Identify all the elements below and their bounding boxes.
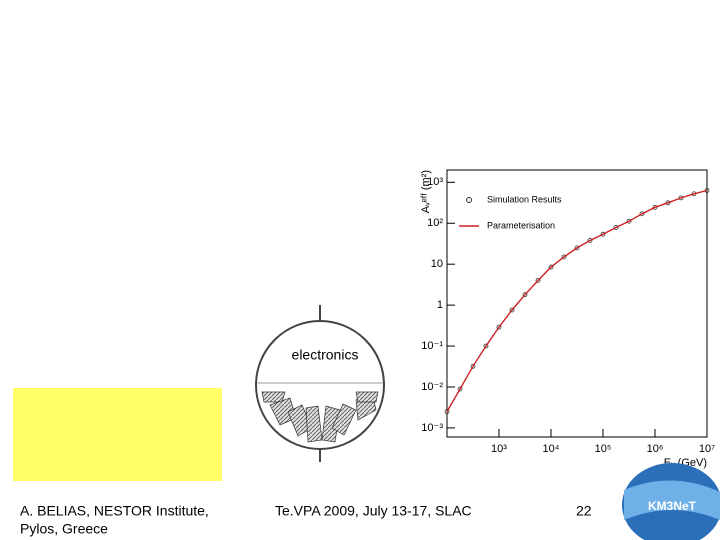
data-point [470, 363, 476, 369]
data-point [626, 218, 632, 224]
legend-label: Parameterisation [487, 220, 555, 230]
y-tick-label: 1 [437, 299, 443, 311]
y-tick-label: 10² [427, 217, 443, 229]
data-point [587, 238, 593, 243]
y-tick-label: 10 [431, 258, 443, 270]
y-tick-label: 10⁻³ [421, 422, 443, 434]
legend-marker [466, 197, 472, 203]
x-tick-label: 10⁷ [699, 443, 715, 455]
x-tick-label: 10⁵ [595, 443, 612, 455]
y-tick-label: 10⁻² [421, 381, 443, 393]
data-point [444, 409, 450, 415]
data-point [483, 343, 489, 349]
y-tick-label: 10³ [427, 176, 443, 188]
detector-diagram: electronics [255, 305, 385, 462]
data-point [561, 254, 567, 260]
y-tick-label: 10⁻¹ [421, 340, 443, 352]
logo-text: KM3NeT [648, 499, 697, 513]
data-point [639, 211, 645, 217]
diagram-label: electronics [292, 347, 359, 363]
x-tick-label: 10³ [491, 443, 507, 455]
data-point [496, 324, 502, 330]
logo: KM3NeT [622, 463, 720, 540]
fit-line [446, 189, 708, 412]
x-tick-label: 10⁶ [647, 443, 664, 455]
footer-event: Te.VPA 2009, July 13-17, SLAC [275, 503, 472, 519]
highlight-box [13, 388, 222, 481]
data-point [535, 278, 541, 283]
footer-author: Pylos, Greece [20, 521, 108, 537]
plot-frame [446, 169, 708, 438]
legend-label: Simulation Results [487, 194, 562, 204]
data-point [457, 386, 463, 392]
page-number: 22 [576, 503, 592, 519]
footer-author: A. BELIAS, NESTOR Institute, [20, 503, 209, 519]
data-point [600, 231, 606, 237]
data-point [522, 292, 528, 298]
data-point [574, 245, 580, 251]
data-point [509, 307, 515, 313]
data-point [613, 225, 619, 230]
x-tick-label: 10⁴ [543, 443, 560, 455]
y-axis-label: Aᵥᵉᶠᶠ (m²) [420, 170, 432, 213]
data-point [548, 264, 554, 270]
